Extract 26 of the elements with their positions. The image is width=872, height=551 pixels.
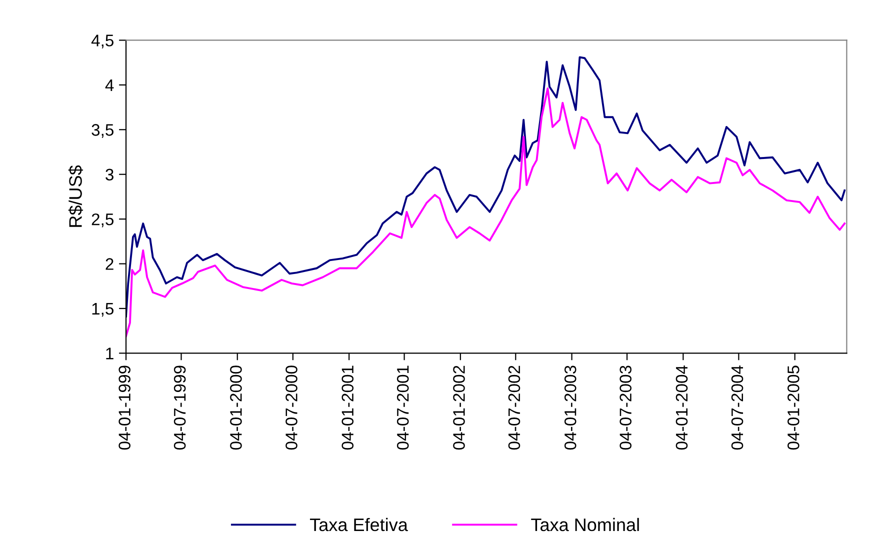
y-tick-label: 3 (106, 168, 114, 181)
legend-label: Taxa Nominal (531, 518, 639, 532)
y-tick-label: 2 (106, 258, 114, 270)
y-tick-label: 3,5 (92, 124, 114, 138)
y-tick-label: 4,5 (91, 34, 114, 48)
x-tick-label: 04-01-2003 (564, 366, 576, 450)
line-series (126, 88, 846, 338)
x-tick-label: 04-07-2004 (731, 365, 744, 450)
y-tick-label: 1,5 (92, 303, 114, 317)
x-tick-label: 04-07-2003 (620, 366, 632, 450)
x-tick-label: 04-01-2005 (788, 366, 800, 450)
y-tick-label: 4 (105, 80, 114, 91)
legend-label: Taxa Efetiva (310, 518, 408, 532)
x-tick-label: 04-01-2000 (230, 366, 242, 450)
y-tick-label: 2,5 (92, 213, 114, 228)
line-series (126, 56, 846, 318)
y-tick-label: 1 (106, 348, 114, 360)
x-tick-label: 04-07-2000 (286, 366, 298, 450)
y-axis-title: R$/US$ (68, 165, 83, 227)
x-tick-label: 04-07-2001 (396, 366, 409, 450)
x-tick-label: 04-07-2002 (508, 366, 520, 450)
x-tick-label: 04-01-2001 (342, 366, 354, 450)
x-tick-label: 04-07-1999 (174, 366, 186, 450)
x-tick-label: 04-01-2004 (676, 365, 688, 450)
x-tick-label: 04-01-1999 (118, 366, 130, 450)
x-tick-label: 04-01-2002 (453, 366, 465, 450)
